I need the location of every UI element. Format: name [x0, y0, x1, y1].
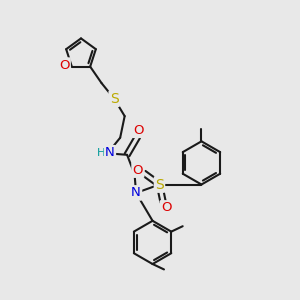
- Text: H: H: [97, 148, 105, 158]
- Text: O: O: [59, 58, 70, 72]
- Text: O: O: [161, 201, 171, 214]
- Text: N: N: [105, 146, 115, 159]
- Text: O: O: [133, 164, 143, 177]
- Text: S: S: [155, 178, 164, 191]
- Text: O: O: [133, 124, 143, 137]
- Text: N: N: [131, 186, 141, 200]
- Text: S: S: [110, 92, 118, 106]
